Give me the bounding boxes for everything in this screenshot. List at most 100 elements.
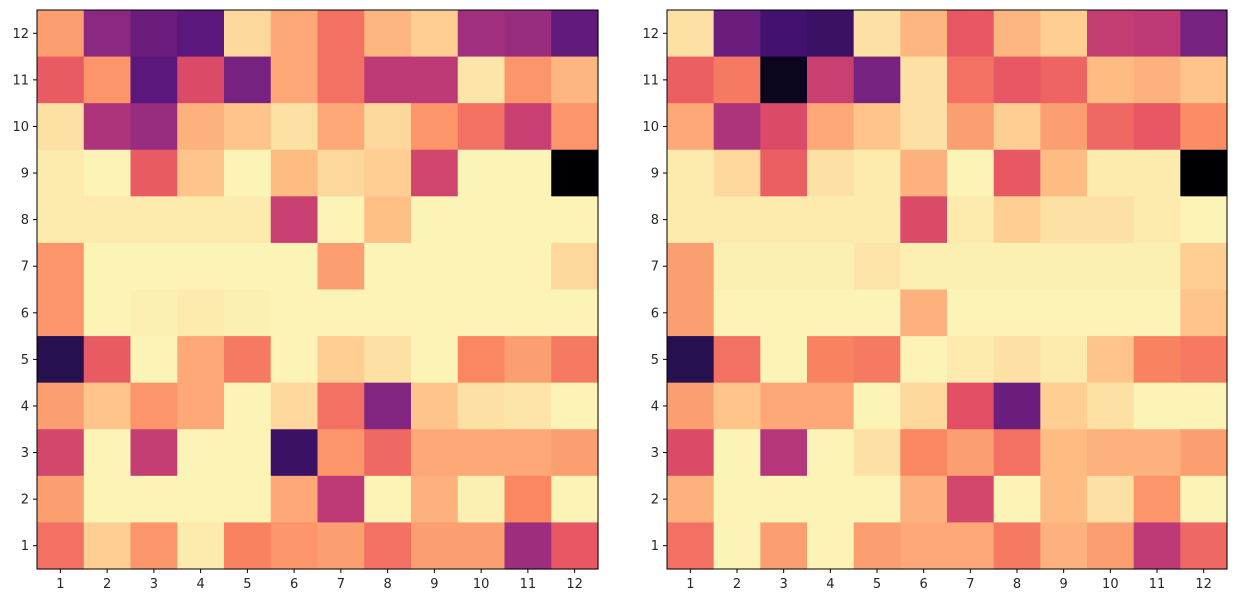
heatmap-cell [667, 522, 715, 570]
x-tick-label: 6 [290, 577, 298, 592]
heatmap-cell [411, 382, 459, 430]
heatmap-cell [457, 56, 506, 104]
heatmap-cell [83, 196, 132, 244]
heatmap-cell [364, 242, 412, 291]
heatmap-cell [993, 429, 1041, 477]
heatmap-cell [993, 10, 1041, 58]
heatmap-cell [667, 242, 715, 291]
heatmap-cell [177, 10, 225, 58]
y-tick-label: 3 [651, 446, 659, 461]
heatmap-cell [177, 522, 225, 570]
heatmap-cell [83, 103, 132, 151]
heatmap-cell [947, 289, 995, 337]
heatmap-cell [224, 522, 272, 570]
heatmap-cell [270, 149, 319, 197]
heatmap-cell [130, 336, 178, 384]
heatmap-cell [457, 429, 506, 477]
heatmap-cell [457, 382, 506, 430]
heatmap-cell [364, 475, 412, 524]
heatmap-cell [993, 242, 1041, 291]
heatmap-cell [130, 10, 178, 58]
heatmap-cell [713, 196, 761, 244]
x-tick-label: 2 [733, 577, 741, 592]
y-tick-label: 12 [642, 27, 659, 42]
heatmap-cell [317, 522, 365, 570]
heatmap-cell [364, 10, 412, 58]
heatmap-cell [317, 289, 365, 337]
heatmap-cell [270, 382, 319, 430]
heatmap-cell [993, 289, 1041, 337]
heatmap-cell [993, 196, 1041, 244]
x-tick-label: 2 [103, 577, 111, 592]
heatmap-cell [83, 289, 132, 337]
heatmap-cell [853, 149, 901, 197]
heatmap-cell [1133, 196, 1181, 244]
heatmap-cell [37, 56, 85, 104]
heatmap-cell [551, 382, 599, 430]
heatmap-cell [900, 522, 948, 570]
heatmap-cell [504, 336, 552, 384]
heatmap-cell [713, 429, 761, 477]
heatmap-cell [993, 522, 1041, 570]
heatmap-cell [900, 10, 948, 58]
heatmap-cell [713, 289, 761, 337]
heatmap-cell [807, 56, 855, 104]
heatmap-cell [853, 242, 901, 291]
heatmap-cell [504, 289, 552, 337]
heatmap-cell [760, 242, 808, 291]
heatmap-cell [1040, 242, 1088, 291]
heatmap-cell [270, 522, 319, 570]
y-tick-label: 1 [651, 539, 659, 554]
heatmap-cell [667, 289, 715, 337]
heatmap-cell [667, 103, 715, 151]
y-tick-label: 9 [651, 167, 659, 182]
heatmap-cell [667, 475, 715, 524]
heatmap-cell [83, 242, 132, 291]
heatmap-cell [270, 429, 319, 477]
x-tick-label: 5 [873, 577, 881, 592]
heatmap-cell [713, 336, 761, 384]
heatmap-cell [900, 196, 948, 244]
heatmap-cell [807, 382, 855, 430]
heatmap-cell [713, 10, 761, 58]
heatmap-cell [947, 242, 995, 291]
heatmap-cell [411, 289, 459, 337]
heatmap-cell [713, 149, 761, 197]
heatmap-cell [947, 196, 995, 244]
heatmap-cell [993, 56, 1041, 104]
heatmap-cell [504, 429, 552, 477]
heatmap-cell [37, 382, 85, 430]
y-tick-label: 8 [21, 213, 29, 228]
heatmap-cell [853, 336, 901, 384]
x-tick-label: 11 [1149, 577, 1166, 592]
heatmap-cell [83, 56, 132, 104]
heatmap-cell [1133, 242, 1181, 291]
heatmap-cell [713, 522, 761, 570]
heatmap-cell [1133, 475, 1181, 524]
heatmap-cell [1133, 103, 1181, 151]
heatmap-cell [1180, 382, 1228, 430]
heatmap-cell [317, 56, 365, 104]
heatmap-cell [760, 196, 808, 244]
heatmap-cell [1180, 196, 1228, 244]
heatmap-cell [551, 429, 599, 477]
heatmap-cell [1040, 429, 1088, 477]
heatmap-cell [993, 336, 1041, 384]
heatmap-cell [37, 336, 85, 384]
heatmap-cell [224, 56, 272, 104]
heatmap-cell [411, 336, 459, 384]
x-tick-label: 8 [1013, 577, 1021, 592]
y-tick-label: 1 [21, 539, 29, 554]
heatmap-cell [270, 56, 319, 104]
x-tick-label: 4 [826, 577, 834, 592]
heatmap-cell [364, 196, 412, 244]
heatmap-cell [853, 522, 901, 570]
heatmap-cell [177, 56, 225, 104]
heatmap-cell [900, 289, 948, 337]
heatmap-cell [177, 475, 225, 524]
heatmap-cell [551, 242, 599, 291]
y-tick-label: 8 [651, 213, 659, 228]
heatmap-cell [993, 475, 1041, 524]
y-tick-label: 2 [651, 493, 659, 508]
axes-frame [666, 9, 1228, 570]
